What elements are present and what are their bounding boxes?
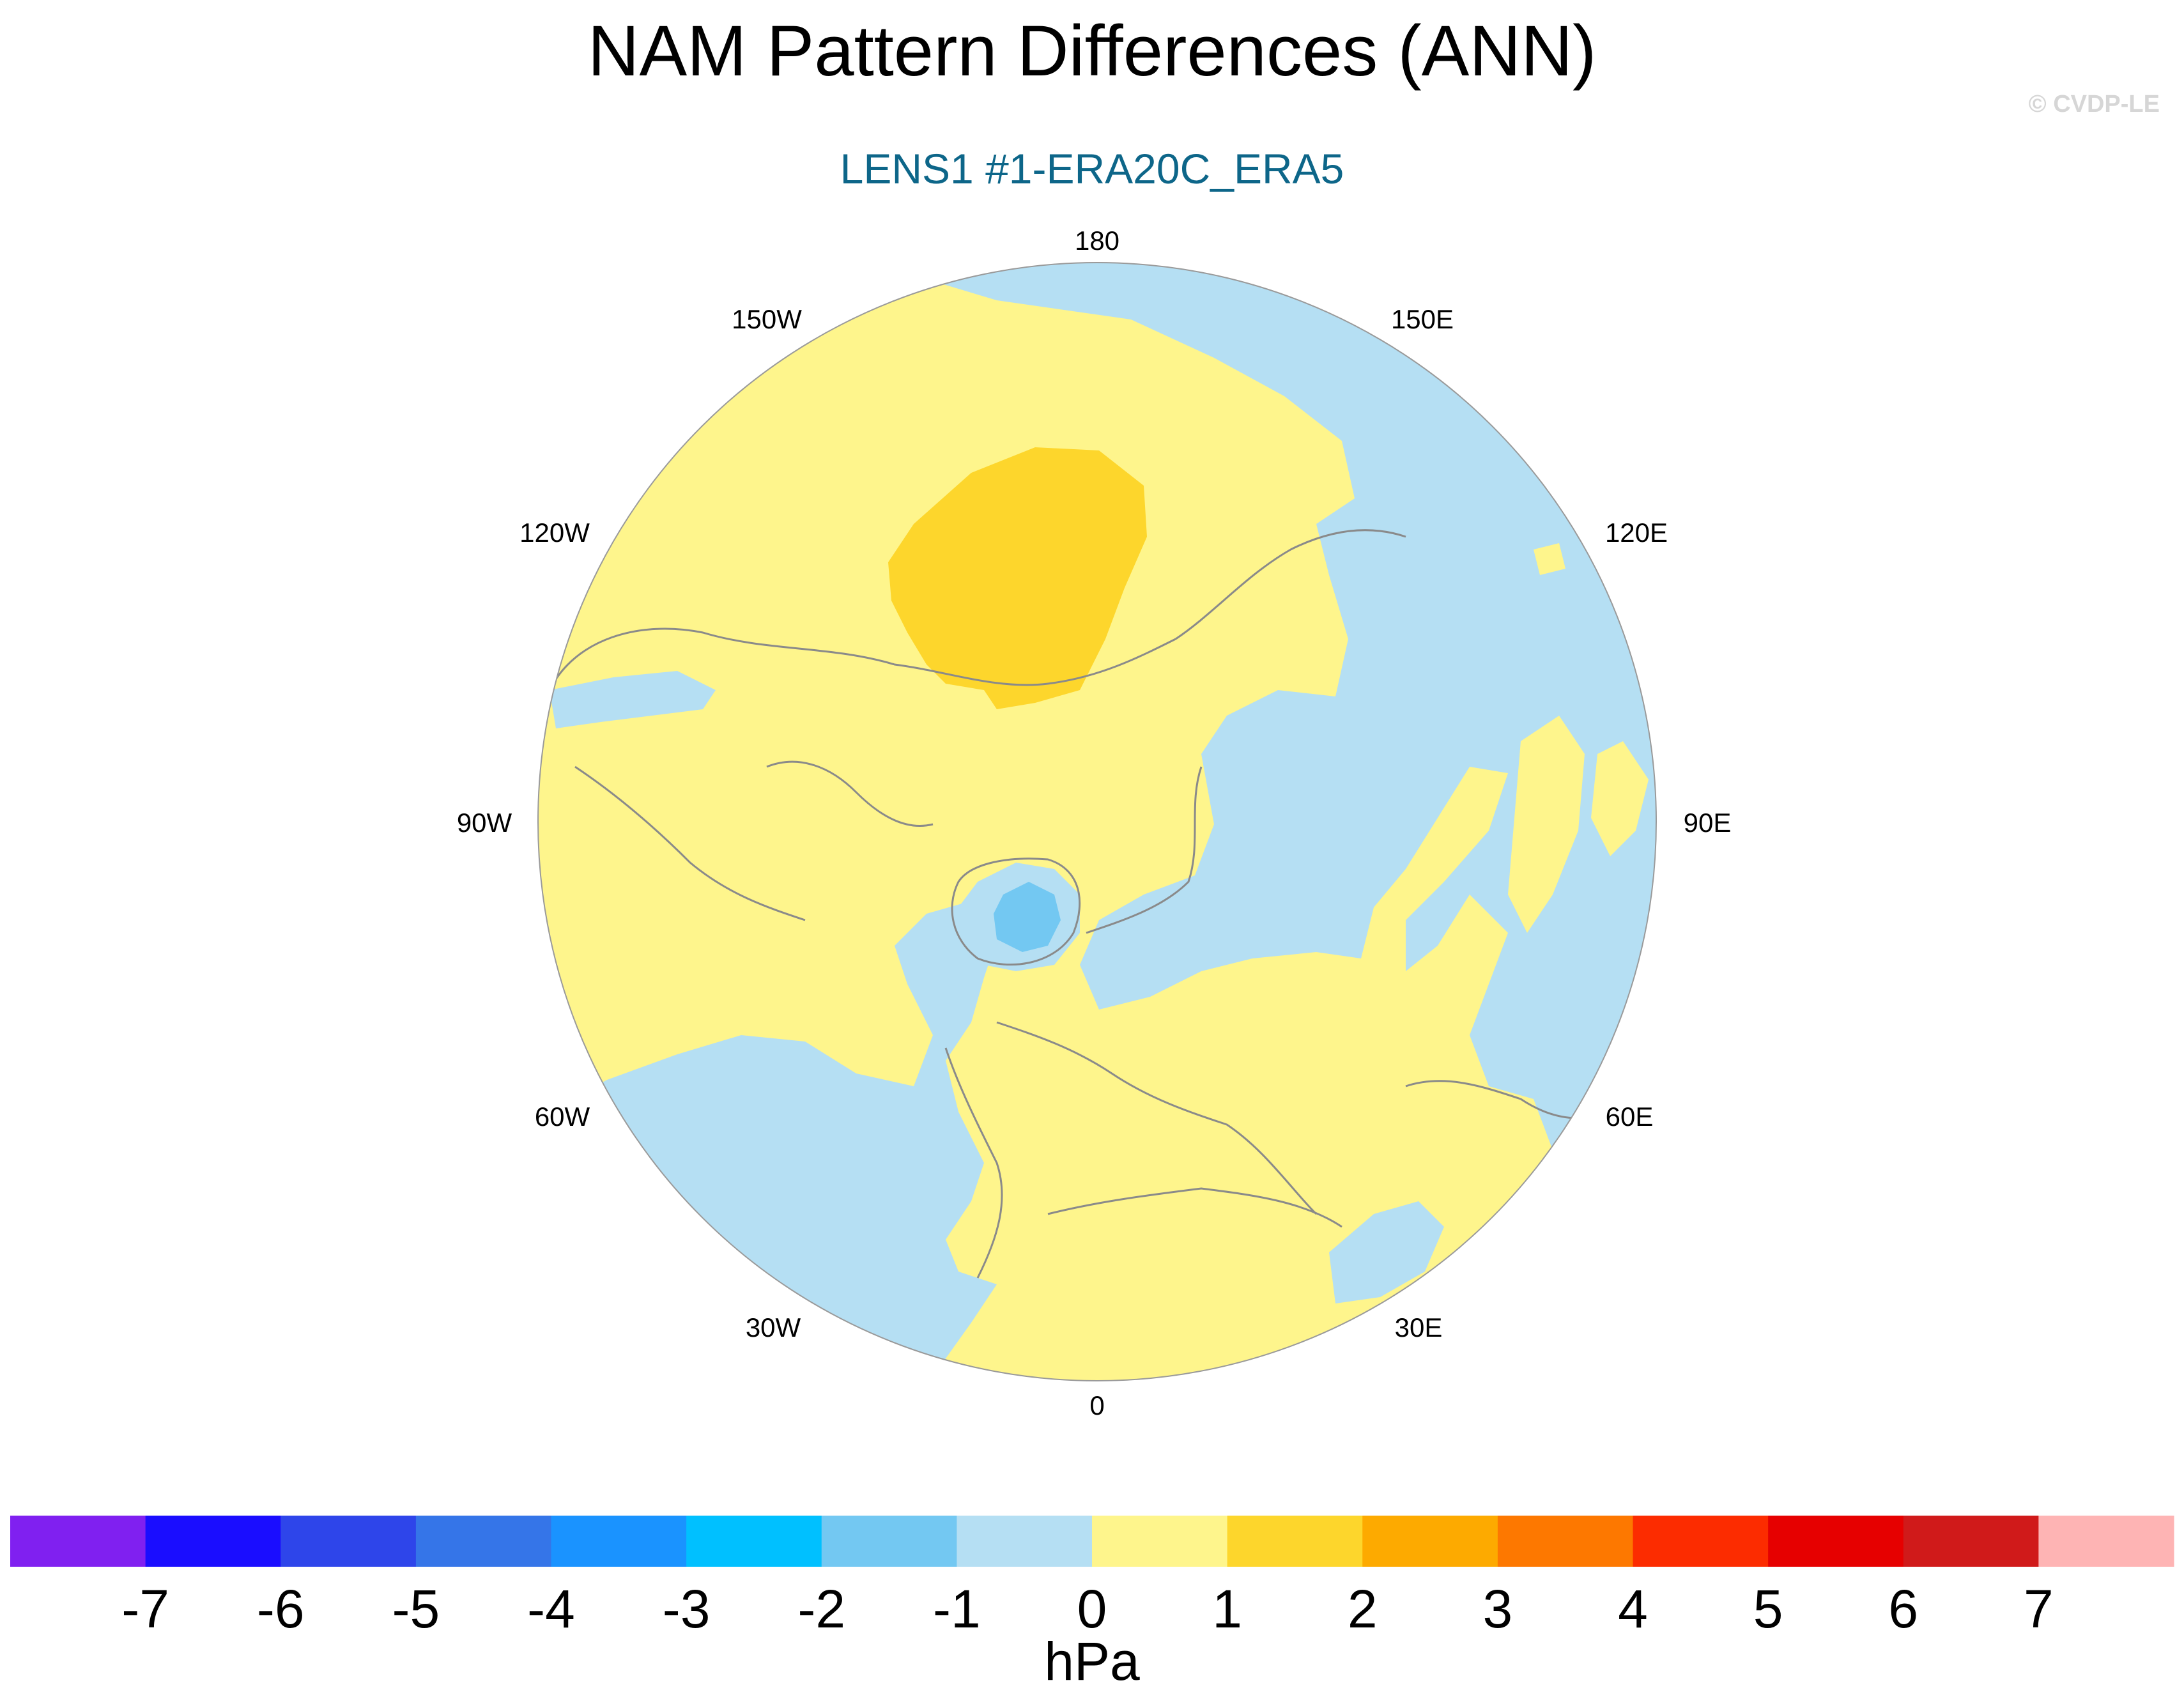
colorbar-tick-label: 6 bbox=[1888, 1579, 1919, 1639]
colorbar-swatch bbox=[1768, 1516, 1904, 1567]
colorbar-tick-label: -4 bbox=[527, 1579, 575, 1639]
colorbar-tick-label: 0 bbox=[1077, 1579, 1107, 1639]
colorbar-swatch bbox=[821, 1516, 957, 1567]
colorbar-units: hPa bbox=[1044, 1631, 1140, 1691]
colorbar-tick-label: -7 bbox=[121, 1579, 169, 1639]
field-pos-asia-patch-1 bbox=[1508, 716, 1585, 933]
colorbar-tick-label: 1 bbox=[1212, 1579, 1242, 1639]
colorbar-swatch bbox=[686, 1516, 822, 1567]
colorbar-tick-label: -5 bbox=[392, 1579, 440, 1639]
lon-label-150e: 150E bbox=[1390, 304, 1454, 334]
colorbar bbox=[10, 1516, 2174, 1567]
colorbar-swatch bbox=[551, 1516, 687, 1567]
colorbar-swatch bbox=[145, 1516, 281, 1567]
colorbar-swatch bbox=[1903, 1516, 2039, 1567]
colorbar-tick-label: -1 bbox=[933, 1579, 981, 1639]
colorbar-swatch bbox=[957, 1516, 1093, 1567]
map-subtitle: LENS1 #1-ERA20C_ERA5 bbox=[840, 145, 1344, 192]
colorbar-tick-label: -2 bbox=[797, 1579, 846, 1639]
lon-label-90e: 90E bbox=[1683, 808, 1732, 838]
field-neg2-hudson bbox=[994, 882, 1061, 952]
colorbar-swatch bbox=[281, 1516, 417, 1567]
colorbar-tick-label: -3 bbox=[662, 1579, 711, 1639]
colorbar-swatch bbox=[1633, 1516, 1769, 1567]
field-neg-mediterranean bbox=[1329, 1201, 1444, 1303]
credit-label: © CVDP-LE bbox=[2028, 91, 2160, 118]
colorbar-tick-label: 4 bbox=[1618, 1579, 1648, 1639]
colorbar-swatch bbox=[10, 1516, 146, 1567]
lon-label-60w: 60W bbox=[534, 1102, 590, 1132]
field-neg-canada-lakes bbox=[550, 671, 716, 728]
colorbar-swatch bbox=[1227, 1516, 1363, 1567]
colorbar-tick-label: 7 bbox=[2024, 1579, 2054, 1639]
colorbar-swatch bbox=[415, 1516, 551, 1567]
field-pos1-2-siberia bbox=[888, 447, 1147, 709]
colorbar-swatch bbox=[1362, 1516, 1498, 1567]
colorbar-swatch bbox=[1497, 1516, 1633, 1567]
colorbar-tick-label: 5 bbox=[1753, 1579, 1783, 1639]
colorbar-tick-label: -6 bbox=[256, 1579, 305, 1639]
lon-label-150w: 150W bbox=[732, 304, 802, 334]
colorbar-swatch bbox=[1092, 1516, 1228, 1567]
colorbar-swatch bbox=[2038, 1516, 2174, 1567]
lon-label-30w: 30W bbox=[745, 1312, 801, 1342]
lon-label-60e: 60E bbox=[1605, 1102, 1654, 1132]
map-boundary bbox=[537, 262, 1657, 1381]
lon-label-120e: 120E bbox=[1604, 518, 1668, 548]
map-title: NAM Pattern Differences (ANN) bbox=[587, 11, 1597, 91]
lon-label-30e: 30E bbox=[1394, 1312, 1443, 1342]
field-pos-asia-patch-3 bbox=[1534, 543, 1565, 575]
lon-label-180: 180 bbox=[1074, 226, 1120, 256]
field-pos-asia-patch-2 bbox=[1591, 741, 1649, 856]
lon-label-0: 0 bbox=[1089, 1390, 1105, 1420]
lon-label-120w: 120W bbox=[519, 518, 590, 548]
colorbar-tick-label: 2 bbox=[1347, 1579, 1378, 1639]
lon-label-90w: 90W bbox=[456, 808, 512, 838]
colorbar-tick-label: 3 bbox=[1482, 1579, 1513, 1639]
field-neg-pacific-asia bbox=[882, 263, 1656, 1150]
